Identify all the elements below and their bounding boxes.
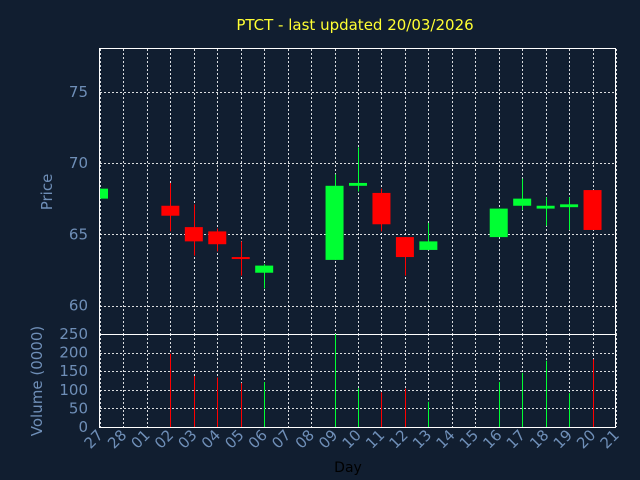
volume-y-tick-label: 50 bbox=[69, 399, 88, 417]
candle-body bbox=[513, 198, 532, 206]
price-y-tick-label: 70 bbox=[69, 154, 88, 172]
x-tick-label: 28 bbox=[104, 426, 130, 452]
x-tick-label: 03 bbox=[174, 426, 200, 452]
price-y-tick-labels: 60 65 70 75 bbox=[69, 83, 88, 315]
x-tick-label: 12 bbox=[386, 426, 412, 452]
x-axis-label: Day bbox=[334, 460, 362, 476]
candlesticks bbox=[100, 147, 602, 289]
volume-y-tick-label: 0 bbox=[78, 418, 88, 436]
candle-body bbox=[325, 185, 344, 260]
volume-y-tick-label: 250 bbox=[59, 325, 88, 343]
x-tick-label: 02 bbox=[151, 426, 177, 452]
candle-body bbox=[255, 265, 274, 273]
x-tick-label: 07 bbox=[268, 426, 294, 452]
candle-body bbox=[184, 227, 203, 242]
volume-y-tick-label: 150 bbox=[59, 362, 88, 380]
candle-body bbox=[231, 257, 250, 260]
candle-body bbox=[161, 205, 180, 216]
x-tick-label: 08 bbox=[292, 426, 318, 452]
price-y-tick-label: 65 bbox=[69, 225, 88, 243]
x-tick-label: 13 bbox=[409, 426, 435, 452]
x-tick-label: 09 bbox=[315, 426, 341, 452]
price-axis-label: Price bbox=[38, 174, 56, 211]
volume-y-tick-label: 200 bbox=[59, 344, 88, 362]
x-tick-label: 14 bbox=[432, 426, 458, 452]
volume-bars bbox=[170, 334, 594, 427]
candle-body bbox=[372, 192, 391, 225]
price-y-tick-label: 60 bbox=[69, 297, 88, 315]
volume-panel-frame bbox=[99, 334, 616, 428]
x-tick-label: 06 bbox=[245, 426, 271, 452]
candle-body bbox=[489, 208, 508, 238]
x-tick-label: 04 bbox=[198, 426, 224, 452]
price-panel-frame bbox=[99, 48, 616, 335]
x-tick-label: 01 bbox=[128, 426, 154, 452]
candle-body bbox=[100, 188, 108, 199]
x-tick-label: 17 bbox=[503, 426, 529, 452]
candle-body bbox=[560, 204, 579, 208]
x-tick-label: 16 bbox=[479, 426, 505, 452]
x-tick-label: 19 bbox=[550, 426, 576, 452]
x-tick-label: 11 bbox=[362, 426, 388, 452]
x-tick-label: 15 bbox=[456, 426, 482, 452]
x-tick-label: 05 bbox=[221, 426, 247, 452]
x-tick-label: 18 bbox=[526, 426, 552, 452]
volume-axis-label: Volume (0000) bbox=[28, 326, 46, 436]
candle-body bbox=[349, 182, 367, 186]
chart-title: PTCT - last updated 20/03/2026 bbox=[236, 16, 473, 34]
candle-body bbox=[419, 241, 438, 250]
x-tick-labels: 2728010203040506070809101112131415161718… bbox=[81, 426, 623, 452]
candle-body bbox=[536, 205, 555, 209]
x-tick-label: 10 bbox=[339, 426, 365, 452]
price-y-tick-label: 75 bbox=[69, 83, 88, 101]
candle-body bbox=[395, 237, 414, 258]
x-tick-label: 21 bbox=[597, 426, 623, 452]
candle-body bbox=[208, 231, 227, 245]
candle-body bbox=[583, 190, 602, 230]
volume-y-tick-label: 100 bbox=[59, 381, 88, 399]
x-tick-label: 20 bbox=[573, 426, 599, 452]
